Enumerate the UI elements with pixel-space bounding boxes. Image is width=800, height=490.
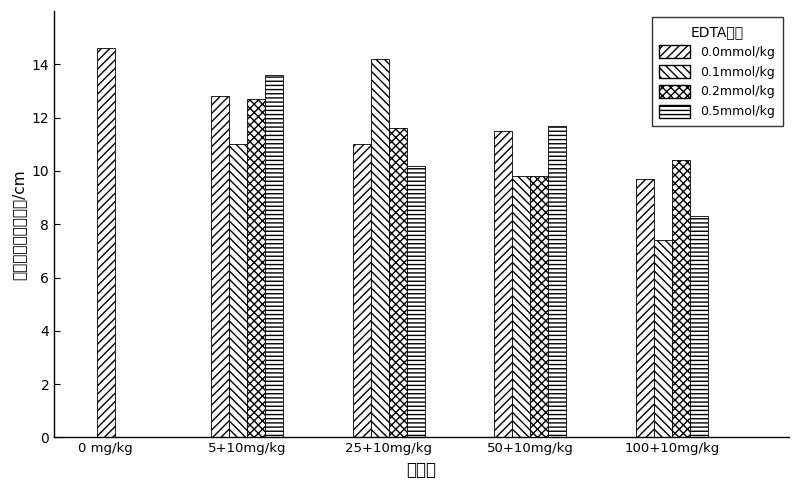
Bar bbox=[512, 176, 530, 438]
Bar bbox=[494, 131, 512, 438]
Bar bbox=[97, 49, 114, 438]
Bar bbox=[247, 99, 265, 438]
Bar bbox=[636, 179, 654, 438]
Y-axis label: 处理后的株高增加量/cm: 处理后的株高增加量/cm bbox=[11, 169, 26, 280]
Bar bbox=[389, 128, 406, 438]
Bar bbox=[548, 126, 566, 438]
Bar bbox=[654, 240, 672, 438]
Bar bbox=[370, 59, 389, 438]
Bar bbox=[672, 160, 690, 438]
Bar bbox=[406, 166, 425, 438]
Bar bbox=[690, 216, 708, 438]
Bar bbox=[353, 145, 370, 438]
Bar bbox=[530, 176, 548, 438]
Legend: 0.0mmol/kg, 0.1mmol/kg, 0.2mmol/kg, 0.5mmol/kg: 0.0mmol/kg, 0.1mmol/kg, 0.2mmol/kg, 0.5m… bbox=[651, 17, 782, 126]
Bar bbox=[211, 97, 229, 438]
Bar bbox=[229, 145, 247, 438]
Bar bbox=[265, 75, 283, 438]
X-axis label: 镛浓度: 镛浓度 bbox=[406, 461, 437, 479]
